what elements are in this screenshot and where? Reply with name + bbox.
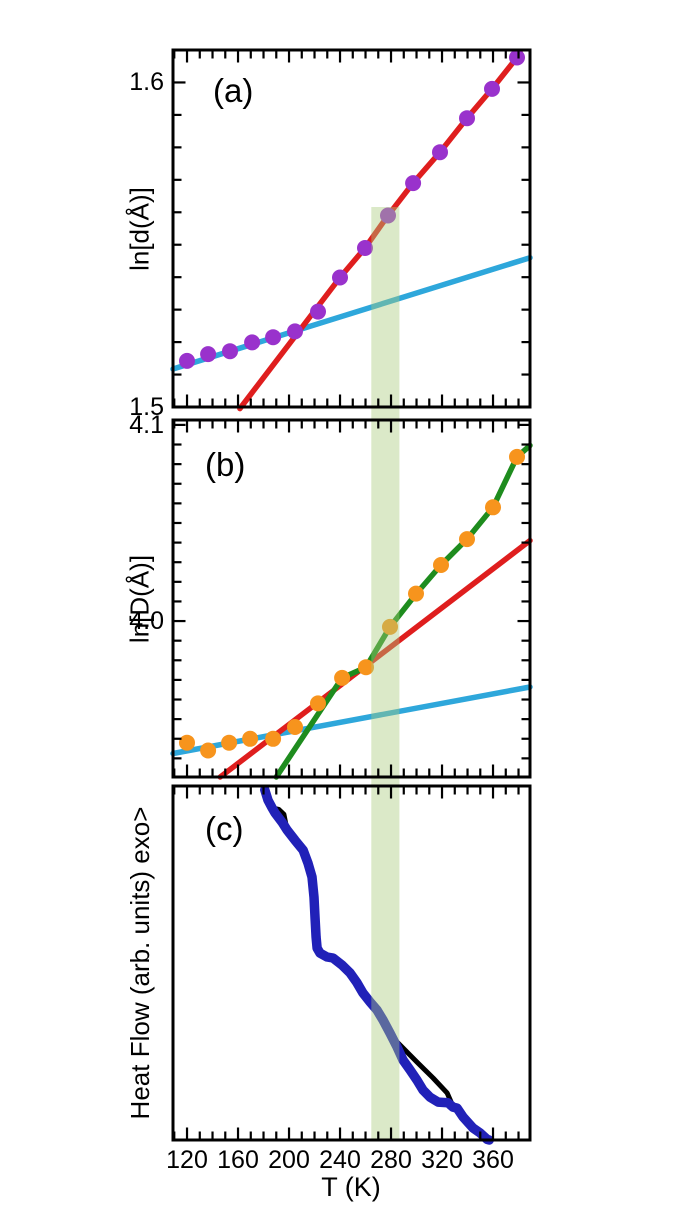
series-D-size-data bbox=[179, 448, 525, 759]
data-point bbox=[382, 618, 398, 635]
data-point bbox=[310, 695, 326, 712]
data-point bbox=[221, 734, 238, 751]
data-point bbox=[509, 49, 525, 66]
data-point bbox=[242, 730, 259, 747]
data-point bbox=[179, 734, 195, 751]
panel-border bbox=[171, 784, 532, 1142]
data-point bbox=[334, 669, 351, 686]
data-point bbox=[408, 585, 424, 602]
panel-letter-b: (b) bbox=[205, 446, 246, 483]
data-point bbox=[179, 352, 195, 369]
data-point bbox=[432, 144, 448, 161]
panel-letter-c: (c) bbox=[205, 810, 244, 847]
y-axis-title-panel-c: Heat Flow (arb. units) exo> bbox=[124, 806, 155, 1120]
series-dsc-curve-blue bbox=[260, 785, 494, 1145]
panel-c-plot-area bbox=[260, 785, 494, 1145]
y-tick-label-b: 4.0 bbox=[129, 607, 164, 636]
panel-c-axes bbox=[171, 784, 532, 1142]
x-tick-label: 280 bbox=[370, 1146, 412, 1174]
data-point bbox=[509, 448, 525, 465]
data-point bbox=[287, 323, 303, 340]
data-point bbox=[433, 557, 449, 573]
data-point bbox=[459, 531, 475, 548]
data-point bbox=[244, 334, 261, 351]
data-point bbox=[459, 110, 475, 127]
data-point bbox=[332, 269, 348, 286]
x-tick-label: 120 bbox=[166, 1146, 208, 1174]
data-point bbox=[358, 659, 374, 676]
x-tick-label: 160 bbox=[217, 1146, 259, 1174]
data-point bbox=[200, 742, 217, 759]
data-point bbox=[405, 175, 422, 192]
series-d-spacing-data bbox=[179, 49, 525, 369]
data-point bbox=[310, 303, 326, 320]
x-tick-label: 360 bbox=[472, 1146, 514, 1174]
y-tick-label-b: 4.1 bbox=[129, 410, 164, 439]
data-point bbox=[485, 499, 501, 516]
panel-a-plot-area bbox=[170, 49, 533, 412]
panel-b-plot-area bbox=[170, 442, 533, 780]
panel-border bbox=[171, 418, 532, 779]
data-point bbox=[287, 719, 303, 735]
x-tick-label: 240 bbox=[319, 1146, 361, 1174]
panel-border bbox=[171, 48, 532, 409]
y-axis-title-panel-b: ln[D(Å)] bbox=[124, 554, 154, 644]
data-point bbox=[380, 207, 396, 224]
panel-b-axes bbox=[171, 418, 532, 779]
data-point bbox=[222, 343, 238, 360]
data-point bbox=[265, 730, 282, 747]
panel-a-axes bbox=[171, 48, 532, 409]
y-tick-label-a: 1.5 bbox=[129, 393, 164, 421]
data-point bbox=[200, 346, 217, 363]
transition-highlight-band bbox=[371, 207, 400, 1140]
data-point bbox=[265, 329, 282, 346]
data-point bbox=[357, 240, 373, 256]
x-axis-title: T (K) bbox=[321, 1172, 381, 1202]
y-axis-title-panel-a: ln[d(Å)] bbox=[124, 187, 154, 271]
y-tick-label-a: 1.6 bbox=[129, 68, 164, 97]
x-tick-label: 320 bbox=[421, 1146, 463, 1174]
series-high-T-linear-fit bbox=[273, 442, 533, 780]
panel-letter-a: (a) bbox=[213, 72, 254, 109]
x-tick-label: 200 bbox=[268, 1146, 310, 1174]
data-point bbox=[484, 80, 500, 97]
